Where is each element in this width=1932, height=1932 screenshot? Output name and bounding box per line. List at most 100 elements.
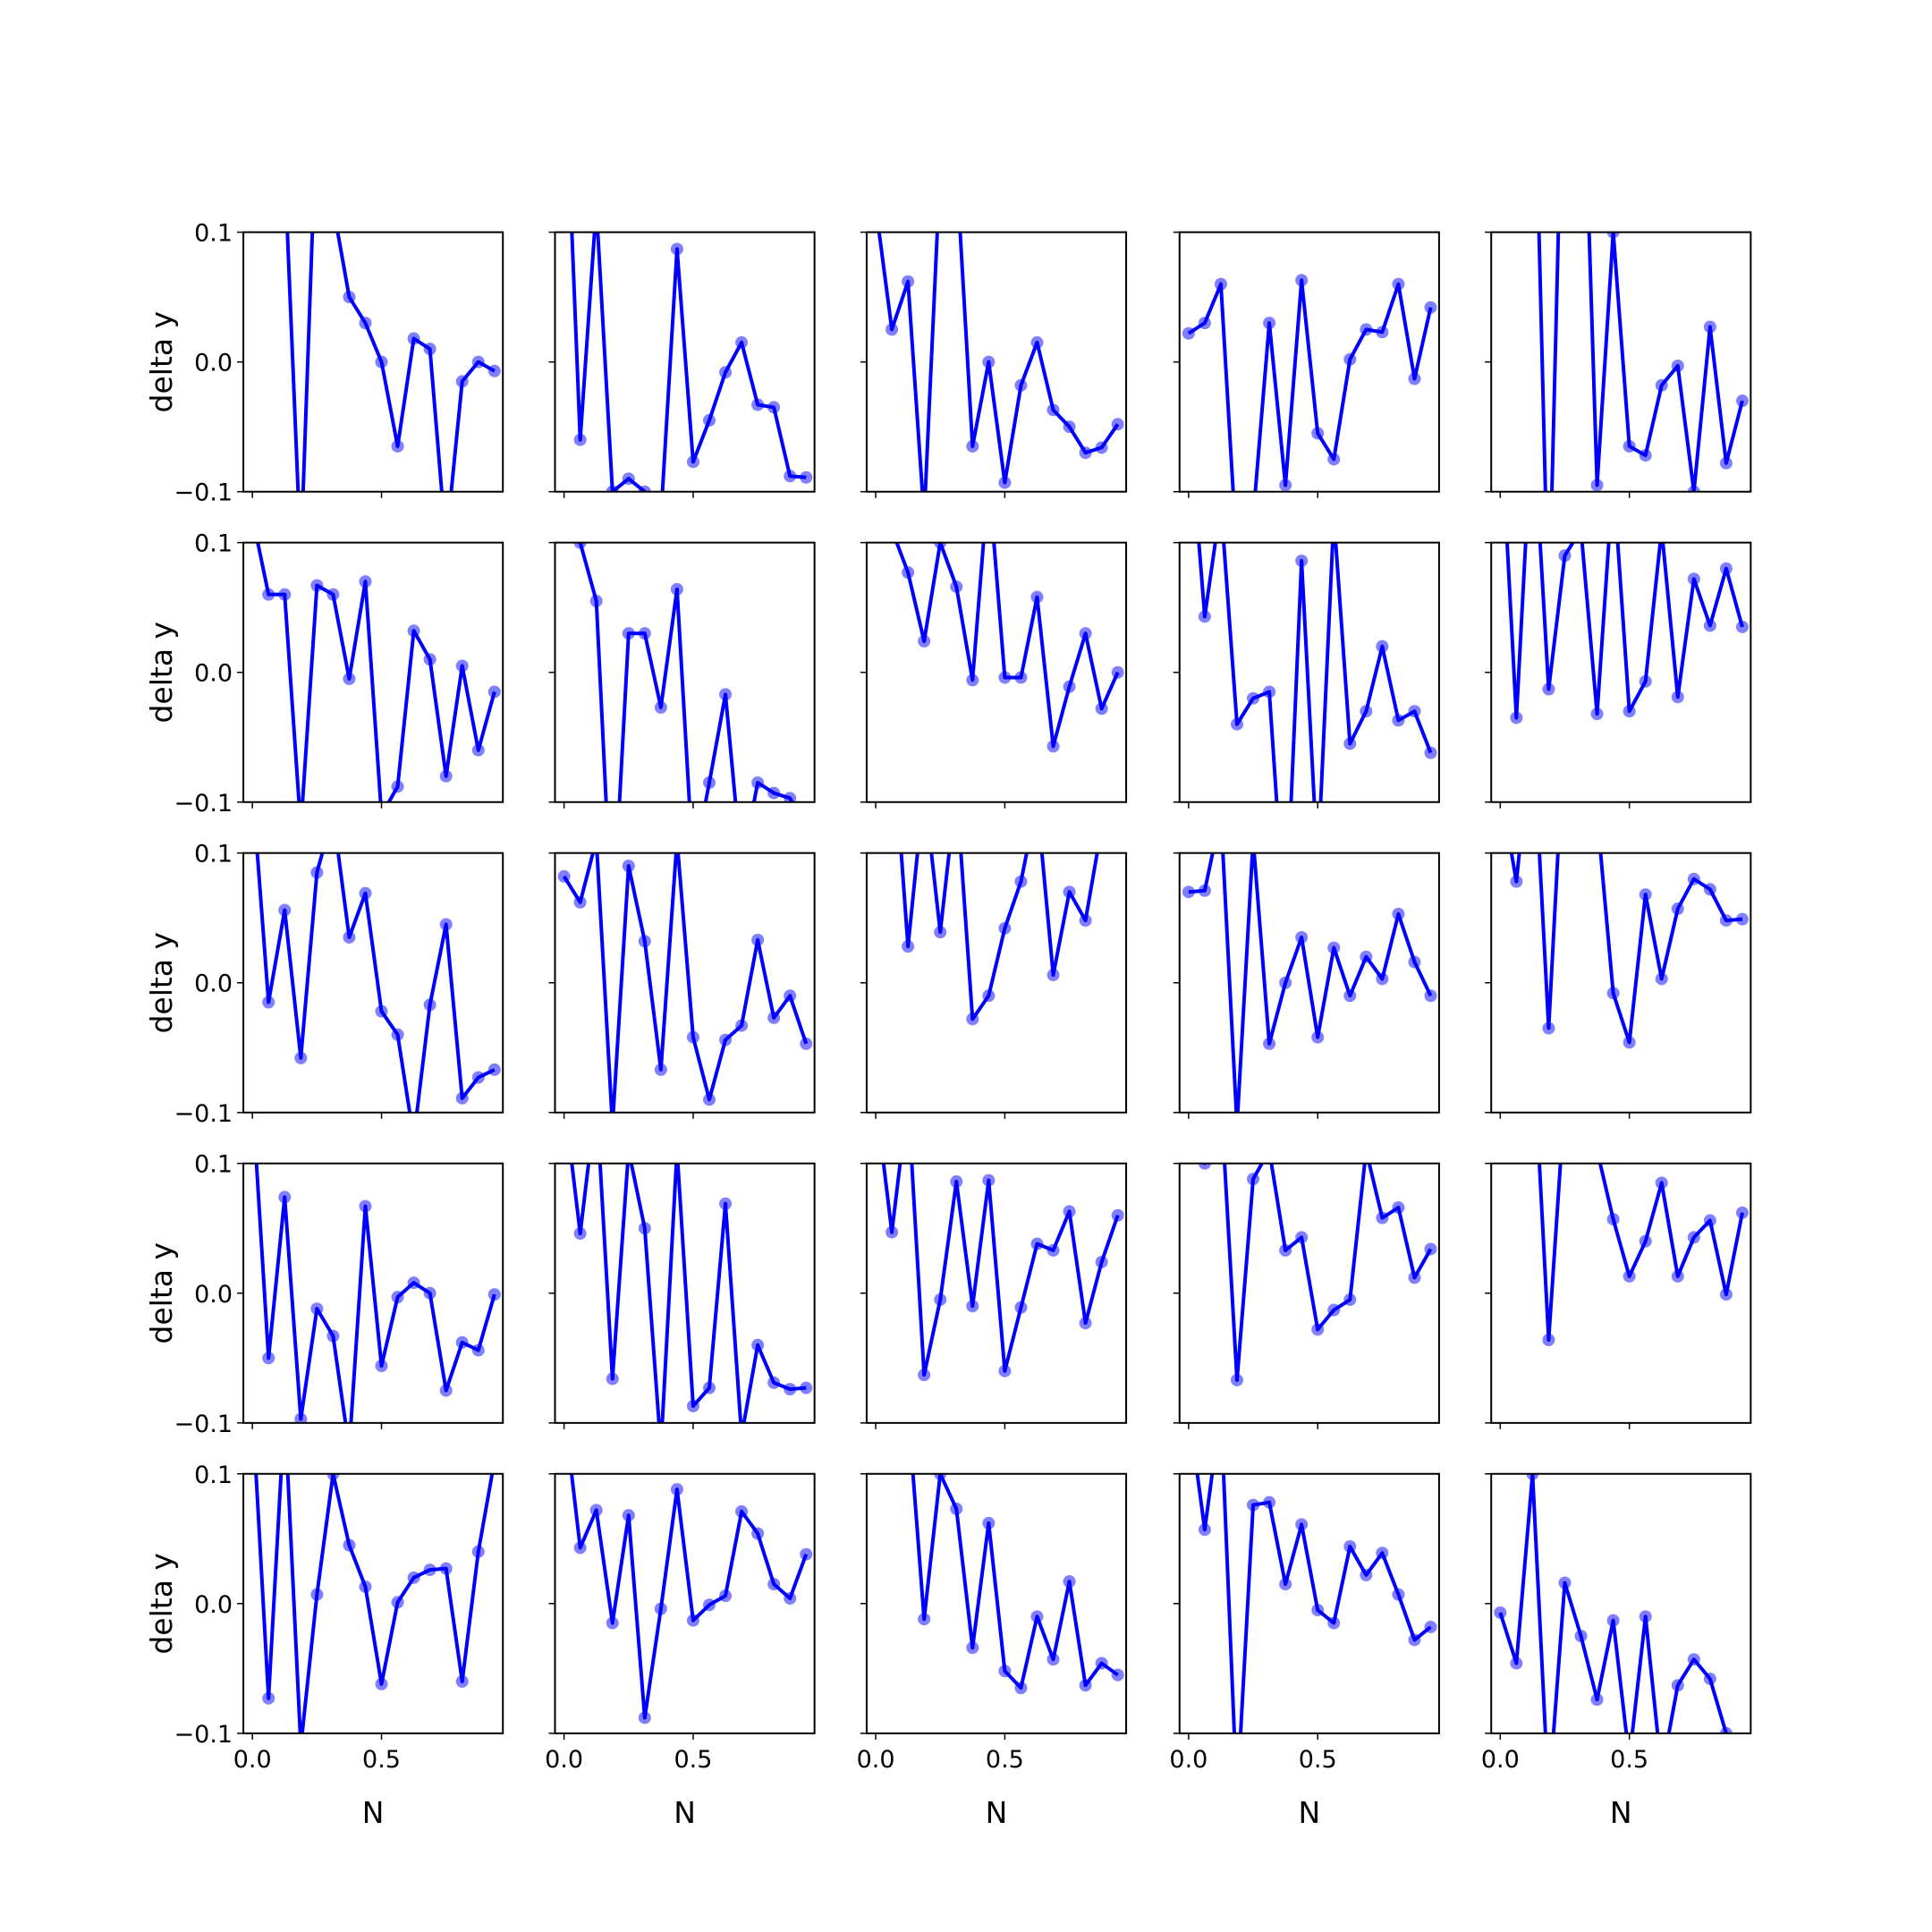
line bbox=[255, 852, 496, 1113]
marker bbox=[294, 1051, 308, 1064]
marker bbox=[1606, 232, 1620, 239]
marker bbox=[590, 200, 603, 213]
marker bbox=[1111, 1668, 1124, 1682]
marker bbox=[1198, 317, 1211, 330]
series bbox=[1494, 1028, 1749, 1347]
marker bbox=[1575, 523, 1588, 536]
marker bbox=[998, 1364, 1012, 1377]
marker bbox=[638, 1222, 651, 1235]
marker bbox=[343, 1538, 356, 1552]
marker bbox=[1063, 886, 1076, 899]
marker bbox=[918, 512, 930, 524]
marker bbox=[1182, 1402, 1195, 1415]
marker bbox=[784, 1592, 797, 1606]
marker bbox=[326, 1473, 340, 1480]
marker bbox=[703, 1381, 716, 1394]
marker bbox=[655, 512, 667, 524]
subplot bbox=[1485, 1028, 1752, 1429]
marker bbox=[1231, 550, 1243, 563]
marker bbox=[1311, 1323, 1325, 1336]
series bbox=[255, 852, 501, 1113]
marker bbox=[1719, 562, 1733, 575]
series bbox=[1494, 1473, 1733, 1733]
y-axis-label: delta y bbox=[144, 1553, 179, 1655]
marker bbox=[471, 1545, 485, 1558]
series bbox=[557, 834, 813, 1113]
axes-frame bbox=[1490, 1162, 1752, 1424]
marker bbox=[1558, 717, 1571, 730]
marker bbox=[784, 470, 797, 483]
marker bbox=[326, 200, 339, 213]
marker bbox=[1247, 691, 1260, 705]
marker bbox=[471, 743, 485, 757]
subplot bbox=[860, 541, 1128, 809]
line bbox=[570, 1473, 809, 1720]
marker bbox=[1639, 1234, 1652, 1248]
line bbox=[254, 1163, 496, 1423]
marker bbox=[1392, 907, 1405, 920]
marker bbox=[1671, 902, 1684, 916]
marker bbox=[375, 1004, 388, 1018]
marker bbox=[1494, 1028, 1506, 1040]
marker bbox=[1656, 523, 1668, 536]
marker bbox=[407, 1276, 420, 1290]
marker bbox=[703, 413, 716, 427]
marker bbox=[1198, 610, 1211, 623]
marker bbox=[1360, 705, 1373, 718]
marker bbox=[1703, 619, 1716, 632]
marker bbox=[998, 476, 1012, 489]
y-tick-label: −0.1 bbox=[174, 1721, 233, 1749]
marker bbox=[622, 627, 635, 640]
marker bbox=[1014, 1301, 1028, 1314]
line bbox=[1509, 852, 1743, 1045]
marker bbox=[487, 1063, 501, 1076]
marker bbox=[1655, 378, 1668, 392]
marker bbox=[455, 659, 469, 673]
marker bbox=[1215, 497, 1227, 510]
marker bbox=[1014, 1682, 1028, 1695]
marker bbox=[1623, 439, 1636, 453]
marker bbox=[767, 1376, 781, 1389]
x-tick-label: 0.0 bbox=[545, 1746, 583, 1774]
marker bbox=[294, 1412, 308, 1423]
subplot bbox=[548, 200, 816, 524]
x-axis-label: N bbox=[986, 1795, 1008, 1830]
marker bbox=[1735, 620, 1749, 633]
marker bbox=[886, 1225, 899, 1239]
marker bbox=[1046, 740, 1060, 753]
marker bbox=[622, 860, 635, 873]
marker bbox=[1198, 1523, 1211, 1537]
marker bbox=[606, 926, 619, 938]
marker bbox=[671, 834, 683, 846]
line bbox=[570, 1163, 807, 1423]
marker bbox=[1719, 1288, 1733, 1301]
marker bbox=[751, 776, 765, 790]
marker bbox=[1510, 1092, 1522, 1105]
marker bbox=[1231, 1119, 1243, 1131]
marker bbox=[966, 1013, 979, 1026]
marker bbox=[278, 903, 292, 917]
line bbox=[881, 1163, 1120, 1377]
line bbox=[877, 232, 1120, 492]
marker bbox=[1327, 511, 1340, 523]
subplot: −0.1 0.0 0.1 delta y bbox=[144, 1151, 504, 1438]
marker bbox=[1311, 860, 1324, 873]
marker bbox=[246, 511, 258, 523]
marker bbox=[558, 1402, 571, 1415]
x-axis-label: N bbox=[1298, 1795, 1320, 1830]
marker bbox=[1311, 1030, 1325, 1044]
line bbox=[1498, 1473, 1730, 1733]
marker bbox=[439, 918, 453, 931]
y-tick-label: −0.1 bbox=[174, 479, 233, 507]
marker bbox=[1182, 407, 1195, 419]
marker bbox=[703, 776, 716, 790]
marker bbox=[1591, 808, 1604, 820]
subplot bbox=[1173, 407, 1440, 873]
marker bbox=[1424, 301, 1437, 314]
marker bbox=[1671, 1269, 1684, 1283]
marker bbox=[606, 1372, 619, 1385]
marker bbox=[982, 989, 996, 1003]
marker bbox=[487, 1288, 501, 1301]
line bbox=[1202, 1163, 1433, 1382]
